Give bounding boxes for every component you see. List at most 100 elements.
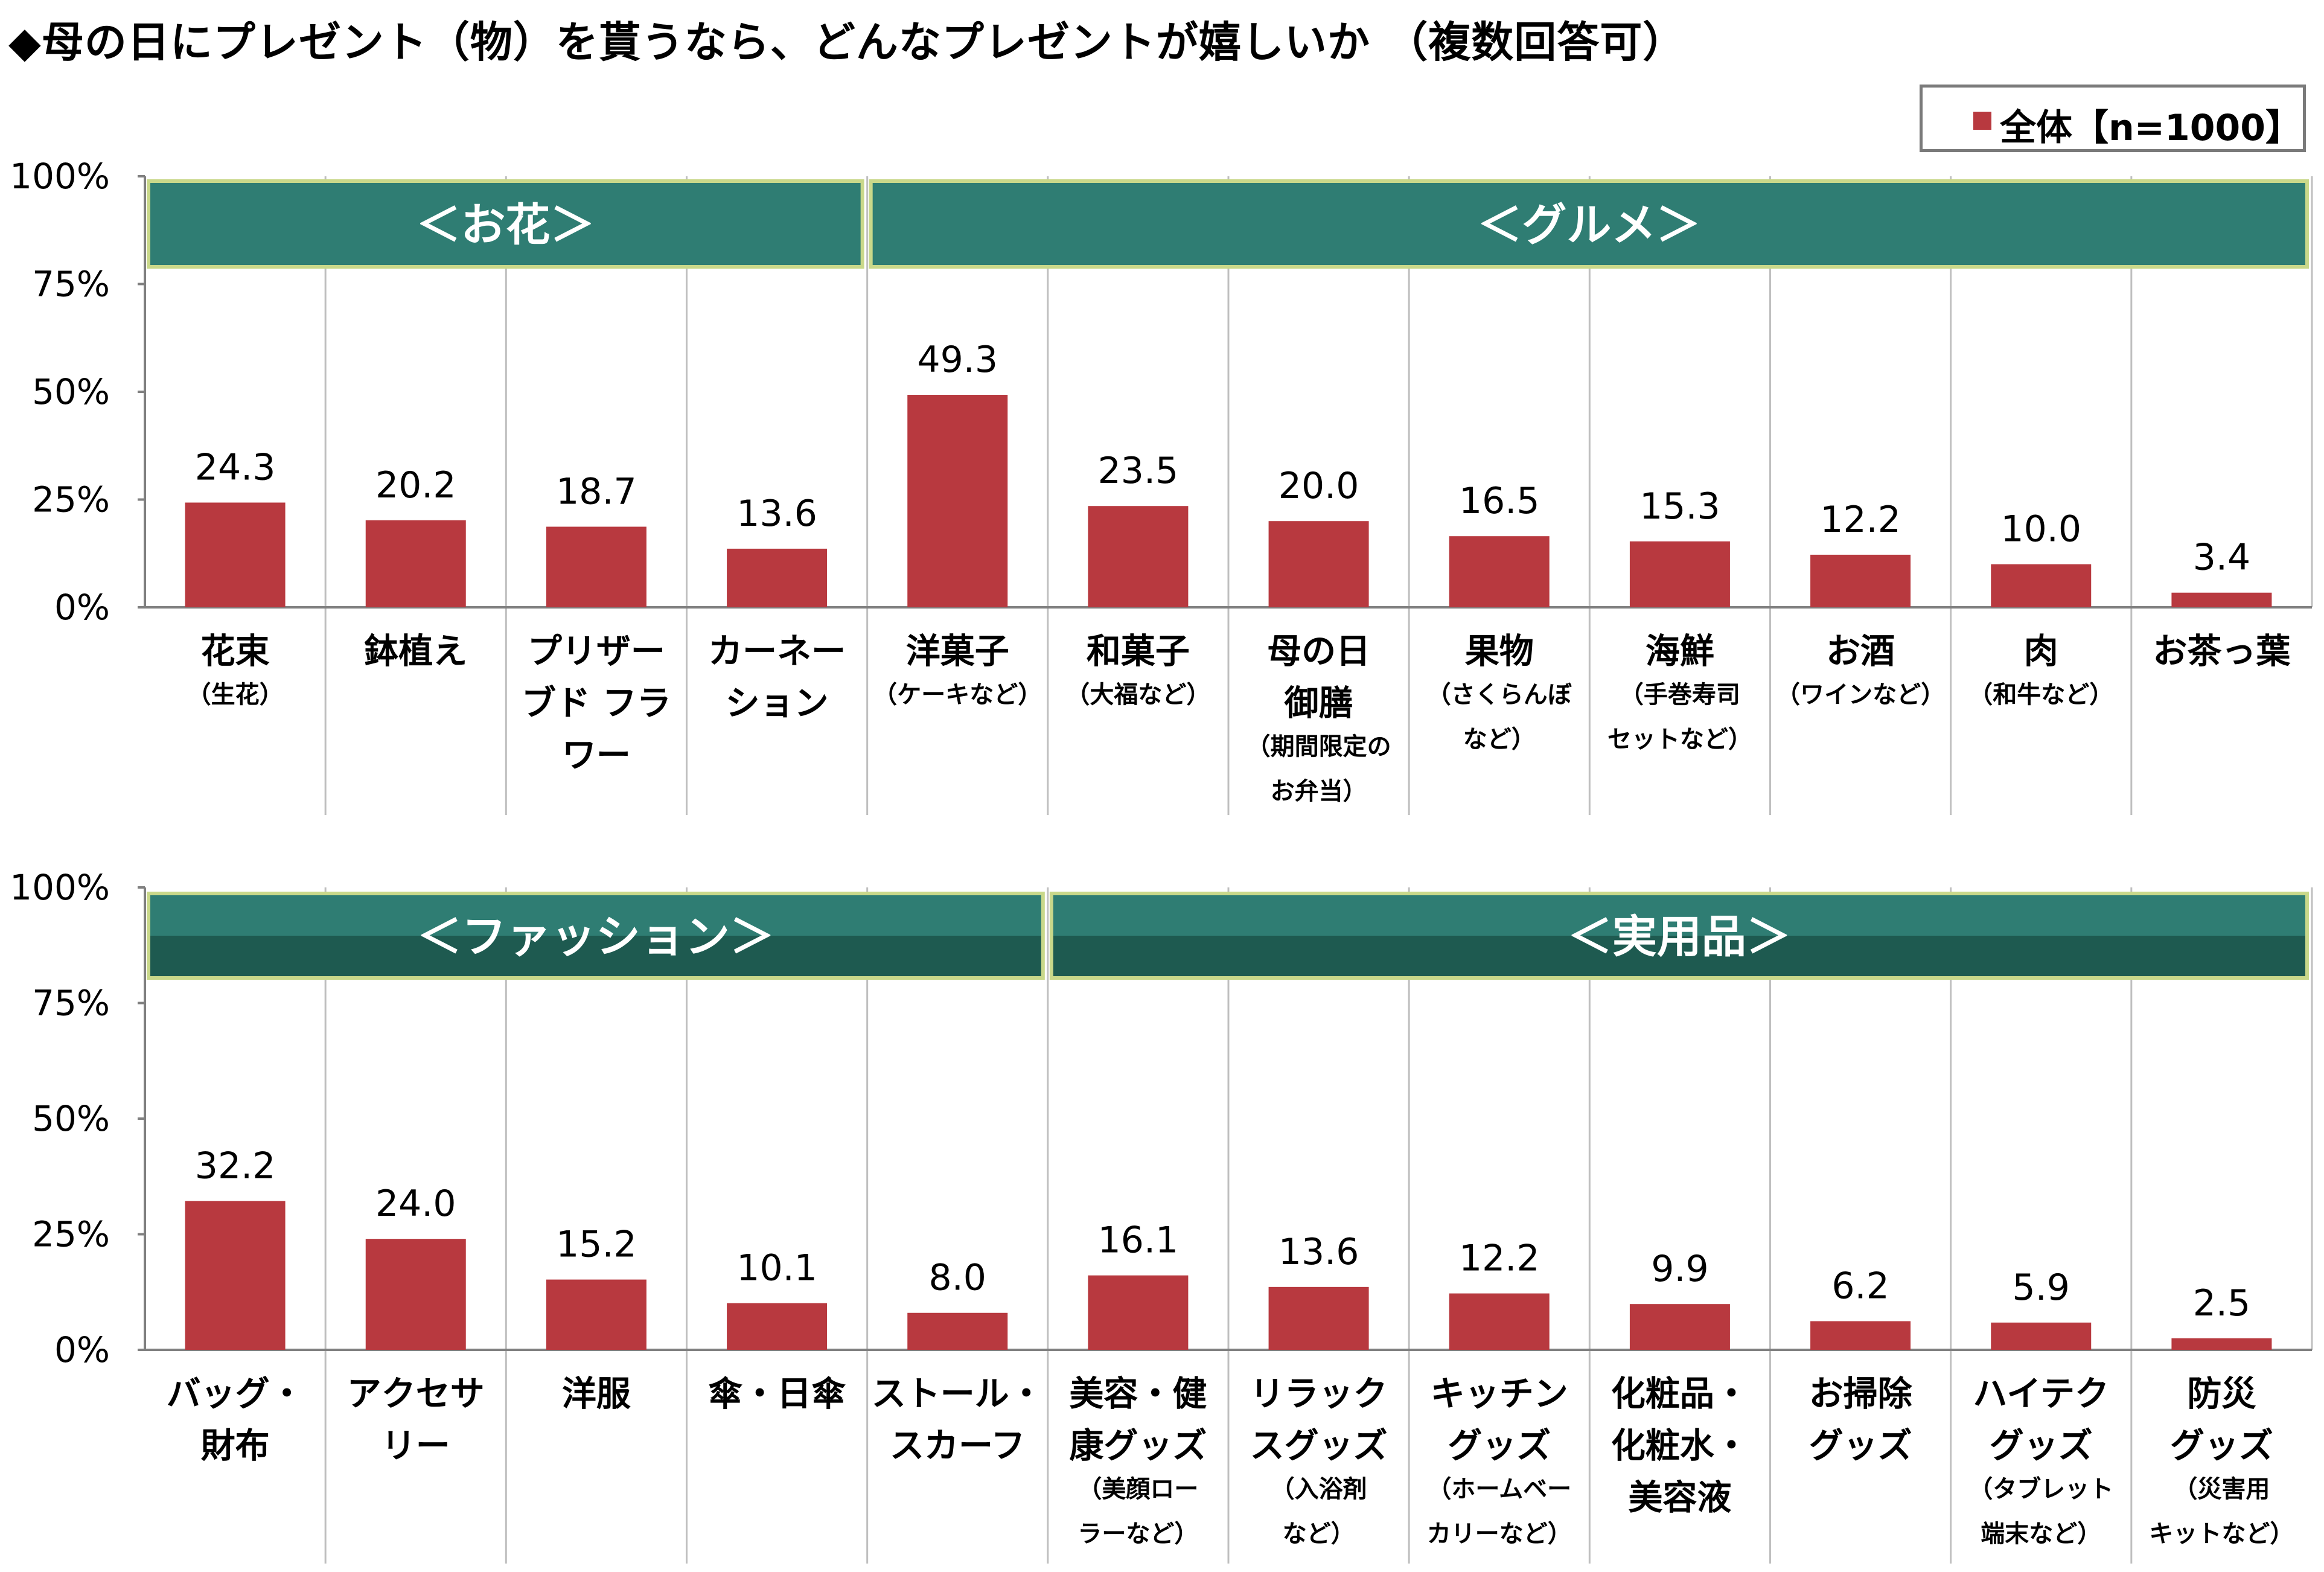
bar — [546, 526, 646, 607]
y-tick-label: 75% — [32, 264, 110, 305]
bar — [1810, 1321, 1911, 1350]
category-label: 洋菓子 — [906, 631, 1009, 671]
group-banner — [147, 892, 1045, 980]
bar — [546, 1279, 646, 1350]
category-label: 傘・日傘 — [708, 1374, 846, 1414]
category-label: 化粧水・ — [1611, 1426, 1749, 1466]
category-label: キッチン — [1431, 1374, 1568, 1414]
bar-value-label: 2.5 — [2193, 1282, 2250, 1324]
category-sublabel: （入浴剤 — [1271, 1475, 1367, 1503]
bar-value-label: 16.1 — [1098, 1219, 1179, 1262]
bar — [1629, 1304, 1730, 1350]
category-sublabel: （タブレット — [1968, 1475, 2113, 1503]
y-tick-label: 25% — [32, 1214, 110, 1255]
category-label: お酒 — [1826, 631, 1895, 671]
y-tick-label: 50% — [32, 1098, 110, 1139]
category-sublabel: （ケーキなど） — [873, 681, 1042, 709]
category-sublabel: （生花） — [187, 681, 284, 709]
y-tick-label: 0% — [54, 1329, 110, 1370]
bar-value-label: 12.2 — [1459, 1238, 1540, 1280]
bar — [1810, 554, 1911, 607]
category-label: 財布 — [201, 1426, 270, 1466]
bar — [727, 1303, 828, 1350]
bar — [1449, 536, 1550, 607]
category-label: 和菓子 — [1087, 631, 1190, 671]
group-banner — [869, 179, 2309, 269]
category-sublabel: （和牛など） — [1968, 681, 2113, 709]
chart-2: 0% 25% 50% 75% 100% ＜ファッション＞ ＜実用品＞ 32.2 バッグ・財布 24… — [10, 867, 2313, 1564]
bar-value-label: 13.6 — [736, 493, 817, 535]
bar — [1449, 1293, 1550, 1350]
category-label: ストール・ — [872, 1374, 1044, 1414]
category-sublabel: キットなど） — [2149, 1520, 2294, 1548]
bar — [1629, 541, 1730, 607]
group-banner-label: ＜グルメ＞ — [1477, 199, 1700, 251]
bar-value-label: 13.6 — [1279, 1231, 1359, 1273]
category-sublabel: （期間限定の — [1247, 733, 1391, 761]
bar-value-label: 3.4 — [2193, 537, 2250, 579]
category-sublabel: （手巻寿司 — [1620, 681, 1740, 709]
category-sublabel: など） — [1283, 1520, 1355, 1548]
bar-value-label: 9.9 — [1651, 1248, 1708, 1290]
bar-value-label: 32.2 — [195, 1145, 276, 1187]
y-tick-label: 25% — [32, 479, 110, 520]
category-label: 防災 — [2187, 1374, 2256, 1414]
category-label: お茶っ葉 — [2153, 631, 2291, 671]
category-sublabel: （大福など） — [1065, 681, 1210, 709]
group-banner-label: ＜お花＞ — [416, 199, 595, 251]
category-sublabel: （ワインなど） — [1776, 681, 1945, 709]
chart-title: ◆母の日にプレゼント（物）を貰うなら、どんなプレゼントが嬉しいか （複数回答可） — [8, 18, 1686, 67]
category-label: 肉 — [2024, 631, 2058, 671]
category-label: 御膳 — [1284, 683, 1353, 723]
category-label: お掃除 — [1809, 1374, 1913, 1414]
bar — [907, 1312, 1008, 1350]
group-banner-label: ＜ファッション＞ — [417, 911, 774, 963]
category-label: 鉢植え — [364, 631, 467, 671]
bar-value-label: 18.7 — [556, 470, 637, 513]
bar-value-label: 6.2 — [1831, 1265, 1889, 1308]
bar-value-label: 15.3 — [1639, 485, 1720, 528]
category-label: プリザー — [528, 631, 665, 671]
category-label: ハイテク — [1973, 1374, 2109, 1414]
category-sublabel: （さくらんぼ — [1427, 681, 1572, 709]
category-label: ブド フラ — [522, 683, 671, 723]
category-sublabel: カリーなど） — [1427, 1520, 1572, 1548]
category-label: バッグ・ — [167, 1374, 304, 1414]
group-banner — [1049, 892, 2310, 980]
category-label: スカーフ — [890, 1426, 1026, 1466]
y-tick-label: 100% — [10, 156, 110, 197]
bar — [1268, 1286, 1369, 1350]
legend-label: 全体【n=1000】 — [2000, 107, 2302, 149]
y-tick-label: 50% — [32, 371, 110, 412]
legend-swatch — [1973, 112, 1991, 130]
category-label: グッズ — [1809, 1426, 1912, 1466]
bar-value-label: 16.5 — [1459, 480, 1540, 522]
bar — [2171, 592, 2272, 607]
bar-value-label: 24.3 — [195, 446, 276, 488]
y-tick-label: 100% — [10, 867, 110, 908]
category-label: 洋服 — [562, 1374, 631, 1414]
bar — [1991, 1322, 2092, 1350]
category-label: ワー — [562, 735, 631, 775]
category-label: カーネー — [708, 631, 846, 671]
category-label: アクセサ — [347, 1374, 485, 1414]
bar — [365, 1239, 466, 1350]
category-label: 美容・健 — [1069, 1374, 1207, 1414]
category-sublabel: （美顔ロー — [1077, 1475, 1198, 1503]
bar-value-label: 23.5 — [1098, 450, 1179, 492]
group-banner — [147, 179, 864, 269]
bar — [1088, 506, 1189, 607]
group-banner-label: ＜実用品＞ — [1568, 911, 1791, 963]
bar — [727, 548, 828, 607]
bar — [1991, 564, 2092, 607]
bar — [1268, 521, 1369, 607]
category-label: ション — [726, 683, 829, 723]
bar-value-label: 15.2 — [556, 1224, 637, 1266]
category-sublabel: など） — [1463, 726, 1536, 753]
bar-value-label: 24.0 — [375, 1183, 456, 1225]
bar — [365, 520, 466, 607]
category-label: グッズ — [1448, 1426, 1551, 1466]
bar — [907, 394, 1008, 607]
category-label: 康グッズ — [1069, 1426, 1207, 1466]
